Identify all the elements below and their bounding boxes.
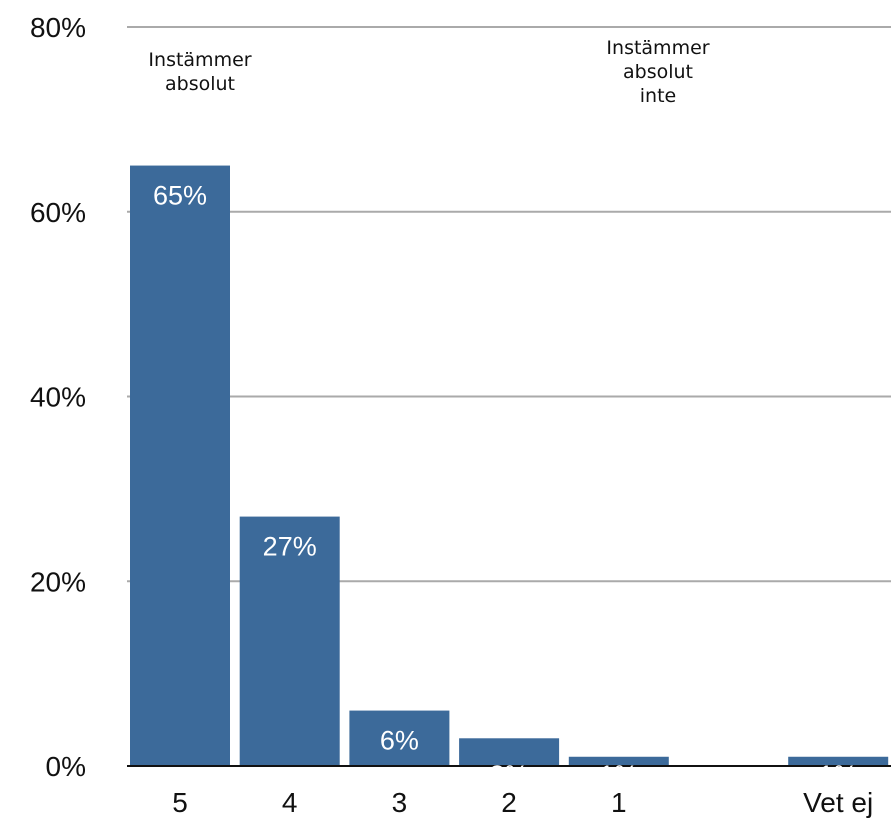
x-tick-label: 3: [392, 787, 408, 818]
data-label: 65%: [153, 181, 207, 211]
bar: [788, 756, 889, 766]
bar: [239, 516, 340, 766]
data-label: 1%: [819, 760, 858, 790]
y-tick-label: 20%: [30, 566, 86, 597]
bars: [130, 165, 889, 766]
bar: [459, 738, 560, 766]
bar: [349, 710, 450, 766]
x-tick-label: 4: [282, 787, 298, 818]
annotation-instammer-absolut: Instämmer absolut: [148, 49, 252, 95]
data-label: 3%: [490, 760, 529, 790]
x-axis-categories: 5 4 3 2 1 Vet ej: [172, 787, 873, 818]
annotation-instammer-absolut-inte: Instämmer absolut inte: [606, 37, 710, 107]
x-tick-label: 5: [172, 787, 188, 818]
data-label: 1%: [599, 760, 638, 790]
gridlines: [127, 26, 891, 583]
x-tick-label: Vet ej: [803, 787, 873, 818]
bar: [130, 165, 230, 766]
x-tick-label: 2: [501, 787, 517, 818]
data-labels: 65% 27% 6% 3% 1% 1%: [153, 181, 858, 790]
x-tick-label: 1: [611, 787, 627, 818]
y-axis-ticks: 0% 20% 40% 60% 80%: [30, 12, 86, 782]
y-tick-label: 80%: [30, 12, 86, 43]
data-label: 6%: [380, 726, 419, 756]
y-tick-label: 60%: [30, 197, 86, 228]
bar: [568, 756, 669, 766]
y-tick-label: 0%: [46, 751, 86, 782]
y-tick-label: 40%: [30, 382, 86, 413]
data-label: 27%: [263, 532, 317, 562]
